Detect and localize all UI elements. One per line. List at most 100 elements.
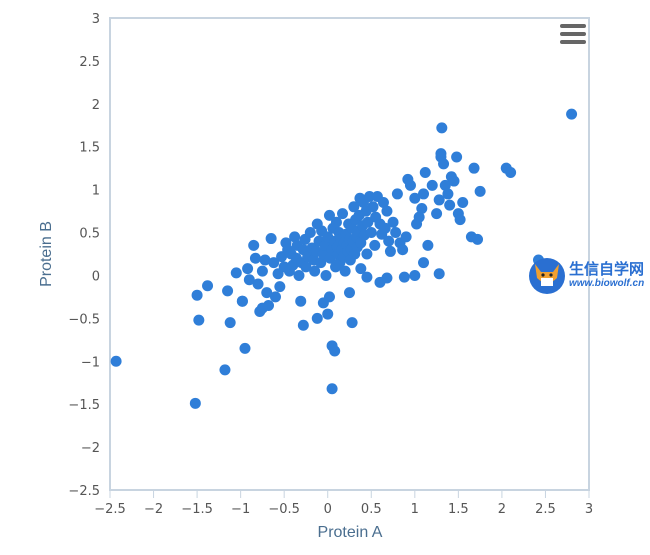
data-point[interactable] (268, 257, 280, 269)
data-point[interactable] (397, 244, 409, 256)
data-point[interactable] (409, 269, 421, 281)
data-point[interactable] (256, 302, 268, 314)
data-point[interactable] (361, 271, 373, 283)
data-point[interactable] (433, 194, 445, 206)
data-point[interactable] (110, 355, 122, 367)
data-point[interactable] (191, 289, 203, 301)
data-point[interactable] (422, 239, 434, 251)
watermark-url: www.biowolf.cn (569, 278, 645, 289)
data-point[interactable] (222, 285, 234, 297)
data-point[interactable] (367, 201, 379, 213)
data-point[interactable] (364, 191, 376, 203)
data-point[interactable] (295, 295, 307, 307)
data-point[interactable] (391, 188, 403, 200)
data-point[interactable] (309, 265, 321, 277)
data-point[interactable] (377, 197, 389, 209)
data-point[interactable] (230, 267, 242, 279)
data-point[interactable] (193, 314, 205, 326)
data-point[interactable] (256, 265, 268, 277)
data-point[interactable] (322, 308, 334, 320)
data-point[interactable] (189, 397, 201, 409)
data-point[interactable] (315, 257, 327, 269)
data-point[interactable] (384, 245, 396, 257)
data-point[interactable] (259, 254, 271, 266)
data-point[interactable] (311, 312, 323, 324)
data-point[interactable] (400, 231, 412, 243)
data-point[interactable] (249, 252, 261, 264)
data-point[interactable] (361, 248, 373, 260)
data-point[interactable] (442, 188, 454, 200)
data-point[interactable] (219, 364, 231, 376)
data-point[interactable] (300, 261, 312, 273)
data-point[interactable] (426, 179, 438, 191)
data-point[interactable] (444, 199, 456, 211)
data-point[interactable] (474, 185, 486, 197)
data-point[interactable] (330, 216, 342, 228)
data-point[interactable] (381, 272, 393, 284)
data-point[interactable] (348, 201, 360, 213)
data-point[interactable] (224, 317, 236, 329)
data-point[interactable] (239, 342, 251, 354)
data-point[interactable] (436, 122, 448, 134)
data-point[interactable] (369, 239, 381, 251)
data-point[interactable] (409, 192, 421, 204)
data-point[interactable] (362, 216, 374, 228)
data-point[interactable] (293, 269, 305, 281)
data-point[interactable] (418, 188, 430, 200)
data-point[interactable] (320, 269, 332, 281)
data-point[interactable] (265, 233, 277, 245)
data-point[interactable] (297, 319, 309, 331)
data-point[interactable] (413, 211, 425, 223)
data-point[interactable] (248, 239, 260, 251)
data-point[interactable] (390, 227, 402, 239)
data-point[interactable] (269, 291, 281, 303)
data-point[interactable] (398, 271, 410, 283)
x-tick-label: −1 (231, 502, 250, 517)
data-point[interactable] (505, 166, 517, 178)
data-point[interactable] (323, 209, 335, 221)
data-point[interactable] (387, 216, 399, 228)
data-point[interactable] (339, 265, 351, 277)
data-point[interactable] (236, 295, 248, 307)
data-point[interactable] (457, 197, 469, 209)
data-point[interactable] (344, 287, 355, 299)
data-point[interactable] (346, 317, 358, 329)
data-point[interactable] (243, 274, 255, 286)
x-tick-label: −0.5 (268, 502, 300, 517)
data-point[interactable] (438, 158, 450, 170)
data-point[interactable] (383, 235, 395, 247)
x-axis-title: Protein A (318, 524, 383, 541)
data-point[interactable] (451, 151, 463, 163)
data-point[interactable] (202, 280, 214, 292)
data-point[interactable] (355, 263, 367, 275)
data-point[interactable] (329, 345, 341, 357)
data-point[interactable] (454, 214, 466, 226)
data-point[interactable] (439, 179, 451, 191)
data-point[interactable] (416, 203, 428, 215)
data-point[interactable] (304, 227, 316, 239)
data-point[interactable] (317, 297, 329, 309)
data-point[interactable] (289, 231, 301, 243)
data-point[interactable] (418, 257, 430, 269)
data-point[interactable] (419, 166, 431, 178)
data-point[interactable] (472, 233, 484, 245)
data-point[interactable] (381, 205, 393, 217)
data-point[interactable] (566, 108, 578, 120)
data-point[interactable] (326, 383, 338, 395)
data-point[interactable] (337, 208, 349, 220)
data-point[interactable] (468, 162, 480, 174)
data-point[interactable] (448, 175, 460, 187)
data-point[interactable] (261, 287, 273, 299)
data-point[interactable] (252, 278, 264, 290)
data-point[interactable] (404, 179, 416, 191)
y-tick-label: 3 (92, 12, 100, 27)
data-point[interactable] (274, 281, 286, 293)
y-tick-label: −1.5 (68, 398, 100, 413)
data-point[interactable] (379, 222, 391, 234)
data-point[interactable] (433, 268, 445, 280)
y-tick-label: 1 (92, 184, 100, 199)
data-point[interactable] (431, 208, 443, 220)
data-point[interactable] (365, 227, 377, 239)
hamburger-menu-icon[interactable] (560, 24, 586, 46)
data-point[interactable] (242, 263, 254, 275)
